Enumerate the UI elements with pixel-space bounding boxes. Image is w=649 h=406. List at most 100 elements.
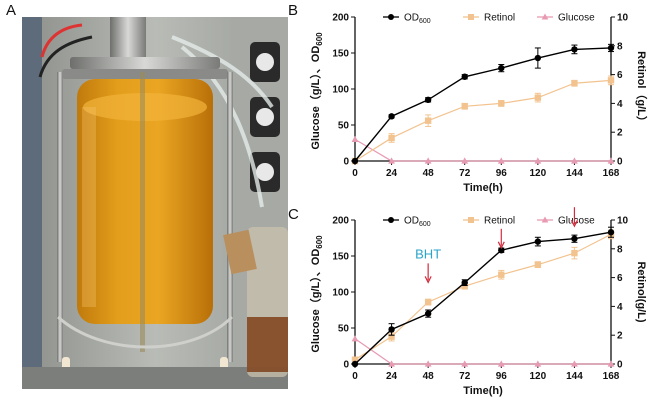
legend-marker-od600 xyxy=(388,217,394,223)
legend-label-main: Retinol xyxy=(484,216,515,227)
legend-label-od600: OD600 xyxy=(404,13,431,26)
series-line-glucose xyxy=(354,138,611,162)
y-tick-label-left: 0 xyxy=(343,157,349,168)
data-point-od600 xyxy=(461,73,468,80)
legend-label-main: Glucose xyxy=(558,13,595,24)
data-point-glucose xyxy=(424,157,432,164)
data-point-od600 xyxy=(351,157,359,165)
annotation-arrowhead xyxy=(424,276,432,284)
y-axis-label-left-main: Glucose（g/L）、OD xyxy=(309,249,322,353)
y-axis-label-right: Retinol（g/L） xyxy=(635,51,648,127)
data-point-od600 xyxy=(607,229,615,236)
x-tick-label: 120 xyxy=(530,168,547,179)
y-tick-label-right: 8 xyxy=(617,244,623,255)
y-axis-label-left-main: Glucose（g/L）、OD xyxy=(309,46,322,150)
x-tick-label: 168 xyxy=(603,168,620,179)
x-tick-label: 48 xyxy=(423,168,435,179)
data-point-retinol xyxy=(351,356,359,363)
legend-label-main: OD xyxy=(404,13,419,24)
x-tick-label: 0 xyxy=(352,168,358,179)
data-point-retinol xyxy=(534,261,542,268)
y-axis-label-left-sub: 600 xyxy=(315,235,324,249)
y-tick-label-left: 150 xyxy=(332,49,349,60)
y-tick-label-left: 200 xyxy=(332,216,349,227)
y-tick-label-right: 2 xyxy=(617,331,623,342)
data-point-od600 xyxy=(461,279,468,286)
data-point-od600 xyxy=(607,44,615,52)
panel-b-label: B xyxy=(288,2,299,19)
data-point-retinol xyxy=(388,134,395,142)
data-point-glucose xyxy=(497,360,505,367)
x-tick-label: 0 xyxy=(352,371,358,382)
series-line-od600 xyxy=(354,231,612,365)
data-point-retinol xyxy=(534,94,542,101)
y-axis-label-left-sub: 600 xyxy=(315,32,324,46)
data-point-glucose xyxy=(534,157,542,164)
data-point-glucose xyxy=(534,360,542,367)
y-tick-label-right: 0 xyxy=(617,360,623,371)
y-tick-label-right: 4 xyxy=(617,302,623,313)
data-point-glucose xyxy=(607,360,615,367)
y-tick-label-left: 0 xyxy=(343,360,349,371)
data-point-od600 xyxy=(424,96,432,104)
data-point-retinol xyxy=(461,283,468,290)
data-point-glucose xyxy=(388,360,395,367)
y-axis-label-right: Retinol(g/L) xyxy=(635,261,647,322)
legend-label-main: Retinol xyxy=(484,13,515,24)
data-point-od600 xyxy=(534,238,542,245)
panel-a-label: A xyxy=(6,2,17,19)
legend-marker-glucose xyxy=(541,13,549,20)
data-point-od600 xyxy=(498,247,505,254)
legend-label-sub: 600 xyxy=(419,221,431,228)
x-tick-label: 96 xyxy=(496,371,508,382)
y-axis-label-right-text: Retinol（g/L） xyxy=(635,51,648,127)
data-point-od600 xyxy=(351,360,359,368)
data-point-glucose xyxy=(351,135,359,142)
data-point-glucose xyxy=(571,360,578,367)
data-point-od600 xyxy=(571,46,578,53)
data-point-glucose xyxy=(351,335,359,342)
y-axis-label-left-text: Glucose（g/L）、OD600 xyxy=(309,32,324,150)
y-tick-label-left: 50 xyxy=(338,121,350,132)
y-tick-label-right: 10 xyxy=(617,13,629,24)
data-point-glucose xyxy=(461,157,469,164)
y-tick-label-right: 6 xyxy=(617,273,623,284)
data-point-od600 xyxy=(424,310,432,317)
annotation-arrowhead xyxy=(570,219,578,228)
y-tick-label-left: 100 xyxy=(332,288,349,299)
y-axis-label-left-text: Glucose（g/L）、OD600 xyxy=(309,235,324,353)
legend-marker-od600 xyxy=(388,14,394,20)
x-tick-label: 24 xyxy=(386,371,398,382)
y-tick-label-right: 4 xyxy=(617,99,623,110)
data-point-glucose xyxy=(424,360,432,367)
x-axis-label: Time(h) xyxy=(463,182,503,194)
legend-marker-retinol xyxy=(468,217,474,223)
x-tick-label: 120 xyxy=(530,371,547,382)
legend-label-glucose: Glucose xyxy=(558,13,595,24)
legend-label-main: OD xyxy=(404,216,419,227)
bioreactor-image xyxy=(22,17,288,389)
data-point-retinol xyxy=(424,117,432,124)
data-point-glucose xyxy=(497,157,505,164)
data-point-glucose xyxy=(571,157,578,164)
bioreactor-photo xyxy=(22,17,288,389)
series-line-retinol xyxy=(354,233,612,361)
y-axis-label-left: Glucose（g/L）、OD600 xyxy=(309,32,324,150)
data-point-od600 xyxy=(388,326,395,333)
data-point-retinol xyxy=(424,298,432,306)
legend-label-retinol: Retinol xyxy=(484,13,515,24)
x-tick-label: 24 xyxy=(386,168,398,179)
data-point-retinol xyxy=(498,100,505,107)
x-tick-label: 72 xyxy=(459,168,471,179)
y-axis-label-left: Glucose（g/L）、OD600 xyxy=(309,235,324,353)
chart-b: 0 50 100 150 200 0 2 4 6 8 10 0 24 48 72 96 120 144 168 Tim… xyxy=(305,3,649,203)
data-point-glucose xyxy=(607,157,615,164)
data-point-od600 xyxy=(534,54,542,62)
data-point-od600 xyxy=(571,235,578,242)
x-axis-label: Time(h) xyxy=(463,385,503,397)
data-point-glucose xyxy=(388,157,395,164)
y-tick-label-left: 150 xyxy=(332,252,349,263)
legend-marker-retinol xyxy=(468,14,474,20)
